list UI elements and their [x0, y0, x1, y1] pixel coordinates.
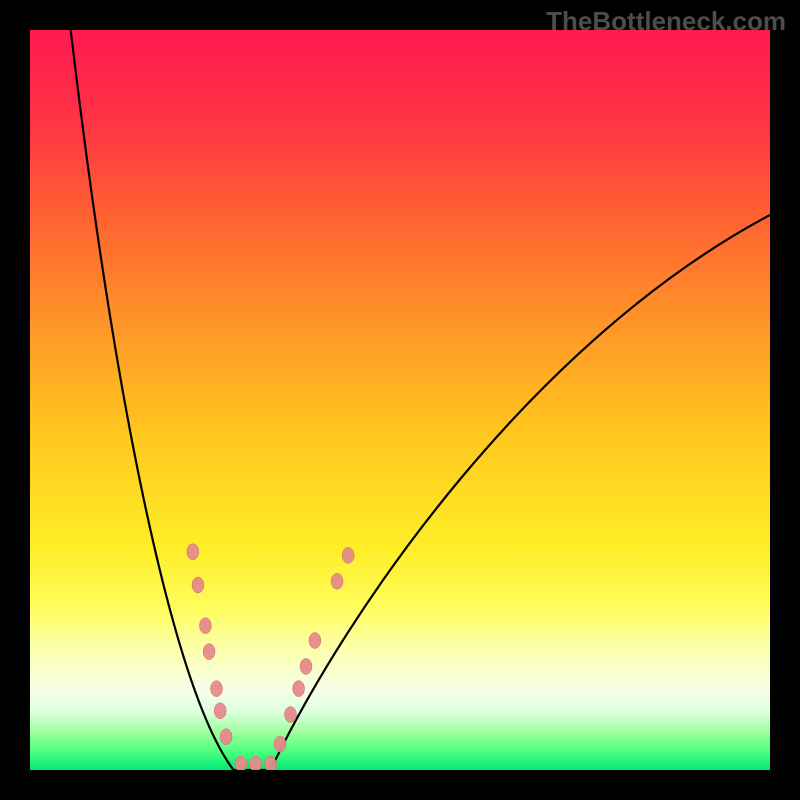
data-point	[199, 618, 211, 634]
data-point	[214, 703, 226, 719]
data-point	[265, 756, 277, 770]
data-point	[293, 681, 305, 697]
gradient-background	[30, 30, 770, 770]
data-point	[192, 577, 204, 593]
chart-svg	[30, 30, 770, 770]
chart-root: TheBottleneck.com	[0, 0, 800, 800]
plot-area	[30, 30, 770, 770]
data-point	[300, 658, 312, 674]
data-point	[342, 547, 354, 563]
data-point	[284, 707, 296, 723]
data-point	[203, 644, 215, 660]
attribution-watermark: TheBottleneck.com	[546, 6, 786, 37]
data-point	[250, 756, 262, 770]
data-point	[331, 573, 343, 589]
data-point	[274, 736, 286, 752]
data-point	[235, 756, 247, 770]
data-point	[187, 544, 199, 560]
data-point	[220, 729, 232, 745]
data-point	[309, 633, 321, 649]
data-point	[210, 681, 222, 697]
